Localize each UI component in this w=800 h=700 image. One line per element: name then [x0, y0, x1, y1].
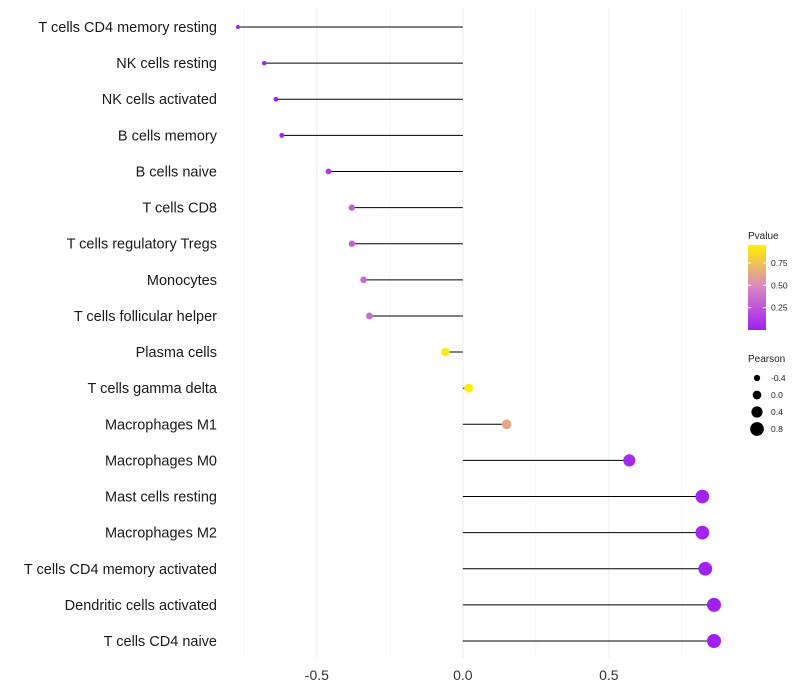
size-legend-label: 0.8 [771, 424, 783, 434]
category-label: B cells memory [118, 128, 218, 144]
x-tick-label: -0.5 [305, 667, 329, 683]
category-label: Monocytes [147, 273, 217, 289]
category-label: NK cells resting [116, 56, 217, 72]
pvalue-legend-title: Pvalue [748, 231, 779, 242]
legends: Pvalue 0.25 0.50 0.75 Pearson -0.4 0.0 0.4 0.… [748, 231, 788, 436]
lollipop-point [262, 60, 267, 66]
colorbar-tick-label: 0.75 [771, 258, 788, 268]
category-label: Macrophages M2 [105, 526, 217, 542]
lollipop-point [707, 597, 721, 612]
size-legend-dot [753, 374, 761, 382]
category-label: T cells CD4 memory activated [24, 562, 217, 578]
lollipop-point [236, 25, 240, 29]
lollipop-point [707, 634, 721, 648]
y-axis-labels: T cells CD4 memory resting NK cells resti… [24, 20, 218, 650]
size-legend-label: -0.4 [771, 373, 786, 383]
size-legend-dot [751, 406, 763, 418]
category-label: T cells gamma delta [88, 381, 218, 397]
lollipop-point [273, 96, 279, 102]
lollipop-stems [238, 26, 714, 642]
lollipop-point [698, 561, 713, 576]
lollipop-point [360, 276, 367, 284]
category-label: T cells CD4 naive [104, 634, 217, 650]
lollipop-points [236, 25, 721, 648]
lollipop-point [348, 240, 356, 247]
lollipop-point [695, 489, 710, 504]
category-label: T cells CD8 [142, 201, 217, 217]
category-label: T cells follicular helper [74, 309, 217, 325]
size-legend-label: 0.0 [771, 390, 783, 400]
category-label: Plasma cells [136, 345, 217, 361]
x-tick-label: 0.0 [453, 667, 473, 683]
category-label: Macrophages M1 [105, 417, 217, 433]
lollipop-point [695, 525, 710, 540]
lollipop-point [325, 168, 332, 175]
category-label: T cells CD4 memory resting [38, 20, 217, 36]
lollipop-point [348, 204, 356, 211]
category-label: B cells naive [136, 164, 217, 180]
grid [243, 8, 683, 658]
lollipop-point [501, 419, 512, 430]
pvalue-colorbar [748, 245, 766, 330]
lollipop-point [366, 312, 373, 320]
lollipop-point [279, 132, 285, 138]
colorbar-tick-label: 0.25 [771, 303, 788, 313]
lollipop-point [464, 383, 474, 393]
category-label: T cells regulatory Tregs [67, 237, 217, 253]
category-label: Macrophages M0 [105, 453, 217, 469]
category-label: Mast cells resting [105, 490, 217, 506]
size-legend-label: 0.4 [771, 407, 783, 417]
lollipop-point [623, 454, 636, 467]
size-legend-dot [752, 390, 762, 400]
x-tick-label: 0.5 [599, 667, 619, 683]
pvalue-legend: Pvalue 0.25 0.50 0.75 [748, 231, 788, 330]
category-label: NK cells activated [102, 92, 217, 108]
colorbar-tick-label: 0.50 [771, 280, 788, 290]
pearson-legend: Pearson -0.4 0.0 0.4 0.8 [748, 354, 786, 436]
lollipop-point [441, 347, 450, 357]
pearson-legend-title: Pearson [748, 354, 785, 365]
size-legend-dot [750, 422, 764, 436]
category-label: Dendritic cells activated [65, 598, 217, 614]
x-axis-ticks: -0.5 0.0 0.5 [305, 667, 619, 683]
